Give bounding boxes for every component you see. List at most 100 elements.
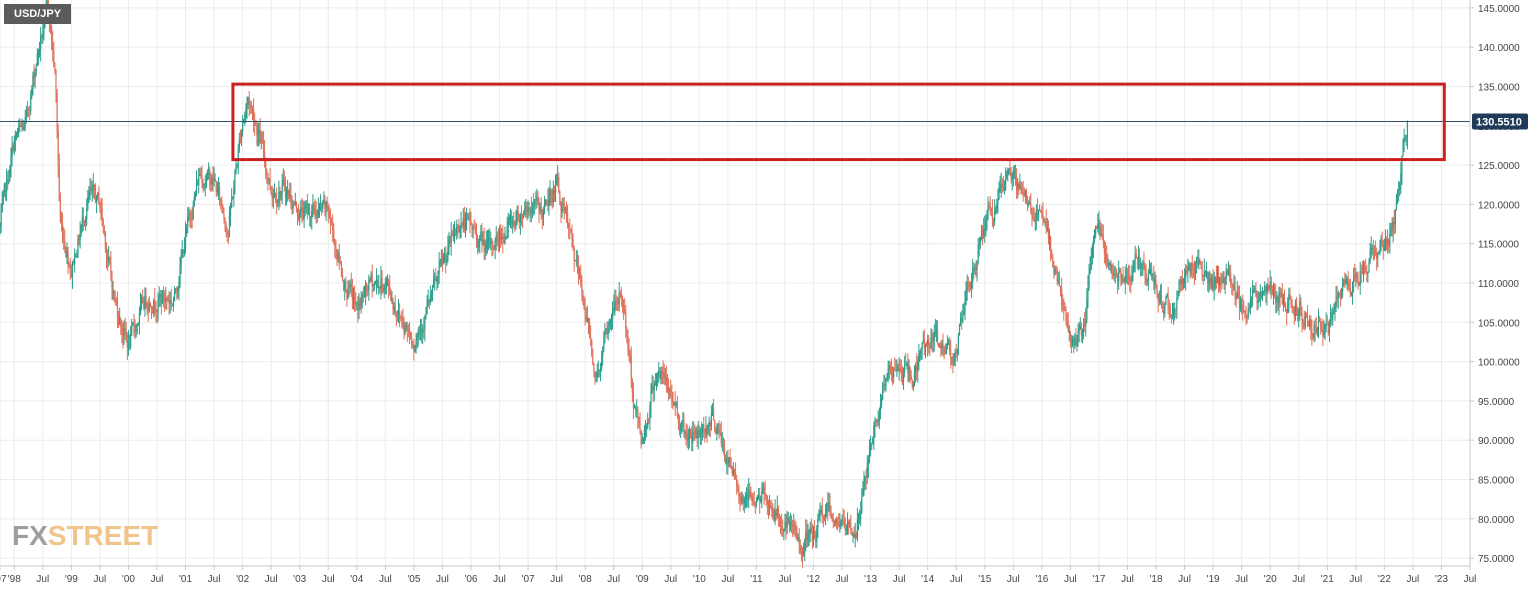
candle	[1197, 249, 1199, 268]
candle	[41, 33, 43, 44]
candle	[1293, 305, 1295, 325]
candle	[975, 260, 977, 277]
candle	[1133, 259, 1135, 273]
candle	[291, 195, 293, 215]
candle	[893, 366, 895, 384]
candle	[414, 344, 416, 353]
candle	[702, 424, 704, 441]
candle	[970, 273, 973, 298]
candle	[1329, 304, 1332, 328]
candle	[1344, 272, 1346, 289]
candle	[1006, 170, 1008, 180]
candle	[167, 294, 169, 303]
candle	[437, 270, 439, 288]
candle	[1172, 302, 1175, 325]
candle	[393, 302, 395, 315]
candle	[1115, 268, 1118, 278]
candle	[346, 289, 348, 307]
x-tick-label: '17	[1092, 574, 1105, 585]
candle	[1247, 302, 1249, 320]
candle	[35, 63, 37, 77]
candle	[307, 203, 310, 216]
candle	[558, 172, 560, 194]
candle	[889, 361, 891, 375]
candle	[1000, 172, 1002, 198]
candle	[1232, 283, 1234, 296]
x-tick-label: '03	[293, 574, 306, 585]
candle	[131, 318, 133, 337]
candle	[240, 129, 243, 147]
y-tick-label: 115.0000	[1478, 240, 1519, 251]
candle	[810, 518, 812, 534]
candle	[1015, 168, 1018, 199]
candle	[487, 229, 490, 251]
candle	[399, 303, 401, 328]
candle	[1025, 188, 1028, 205]
candle	[444, 247, 446, 263]
candle	[1166, 293, 1168, 299]
candle	[1061, 277, 1063, 312]
candle	[1400, 162, 1402, 194]
candle	[549, 180, 551, 206]
candle	[1269, 270, 1271, 295]
candle	[110, 250, 112, 282]
candle	[737, 480, 739, 493]
candle	[231, 188, 233, 209]
candle	[709, 420, 711, 438]
candle	[446, 252, 448, 267]
candle	[135, 324, 137, 338]
candle	[716, 423, 718, 441]
candle	[1144, 262, 1146, 285]
candle	[221, 196, 223, 213]
candle	[1364, 261, 1366, 275]
candle	[1124, 266, 1126, 295]
candle	[452, 224, 455, 242]
candle	[594, 371, 596, 385]
candle	[30, 90, 32, 116]
candle	[438, 252, 440, 284]
candle	[204, 174, 206, 197]
candle	[261, 131, 263, 145]
candle	[415, 333, 417, 354]
candle	[217, 176, 220, 201]
candle	[1013, 165, 1015, 180]
candle	[633, 403, 636, 409]
candle	[784, 513, 786, 532]
candle	[93, 184, 96, 200]
candle	[81, 207, 83, 233]
candle	[1146, 278, 1148, 286]
candle	[55, 69, 57, 104]
candle	[1399, 181, 1401, 197]
candle	[1044, 218, 1046, 227]
candle	[742, 494, 744, 511]
candle	[1343, 278, 1345, 287]
candle	[588, 318, 591, 339]
candle	[252, 98, 255, 133]
candle	[222, 204, 224, 214]
candle	[1282, 293, 1284, 312]
candle	[584, 297, 586, 326]
candle	[1284, 301, 1287, 312]
candle	[363, 285, 366, 298]
candle	[200, 167, 202, 180]
candle	[1114, 266, 1116, 284]
candle	[666, 374, 669, 394]
candle	[935, 320, 938, 342]
candle	[964, 290, 966, 320]
candle	[565, 201, 568, 224]
candle	[631, 378, 633, 403]
candle	[1063, 298, 1065, 321]
candle	[491, 237, 493, 257]
x-tick-label: '09	[636, 574, 649, 585]
x-tick-label: '07	[522, 574, 535, 585]
x-tick-label: '23	[1435, 574, 1448, 585]
candle	[895, 359, 897, 373]
candle	[419, 318, 422, 341]
candle	[569, 218, 571, 240]
candle	[180, 249, 182, 275]
candle	[99, 201, 101, 213]
candle	[627, 329, 629, 356]
candle	[644, 419, 647, 441]
